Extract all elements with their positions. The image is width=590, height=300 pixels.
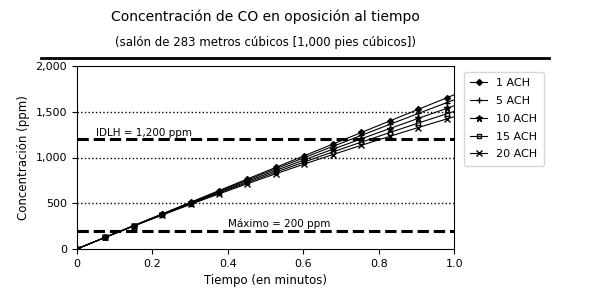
20 ACH xyxy=(418,124,425,128)
5 ACH xyxy=(88,241,96,244)
1 ACH xyxy=(96,238,103,242)
10 ACH xyxy=(451,104,458,107)
Text: (salón de 283 metros cúbicos [1,000 pies cúbicos]): (salón de 283 metros cúbicos [1,000 pies… xyxy=(115,36,416,49)
Line: 5 ACH: 5 ACH xyxy=(73,96,458,253)
20 ACH xyxy=(173,208,181,211)
10 ACH xyxy=(143,219,150,222)
Text: Máximo = 200 ppm: Máximo = 200 ppm xyxy=(228,219,330,230)
10 ACH xyxy=(418,115,425,119)
15 ACH xyxy=(451,110,458,113)
15 ACH xyxy=(73,247,80,251)
5 ACH xyxy=(96,238,103,242)
20 ACH xyxy=(88,241,96,244)
20 ACH xyxy=(96,238,103,242)
15 ACH xyxy=(88,241,96,244)
Line: 20 ACH: 20 ACH xyxy=(73,113,458,253)
15 ACH xyxy=(96,238,103,242)
Line: 1 ACH: 1 ACH xyxy=(74,93,457,251)
5 ACH xyxy=(173,206,181,210)
15 ACH xyxy=(173,207,181,211)
10 ACH xyxy=(432,111,439,114)
10 ACH xyxy=(96,238,103,242)
Text: Concentración de CO en oposición al tiempo: Concentración de CO en oposición al tiem… xyxy=(111,9,420,23)
1 ACH xyxy=(173,206,181,209)
1 ACH xyxy=(73,247,80,251)
10 ACH xyxy=(88,241,96,244)
20 ACH xyxy=(143,219,150,223)
5 ACH xyxy=(73,247,80,251)
20 ACH xyxy=(451,115,458,119)
15 ACH xyxy=(418,120,425,124)
15 ACH xyxy=(432,116,439,119)
20 ACH xyxy=(432,121,439,124)
X-axis label: Tiempo (en minutos): Tiempo (en minutos) xyxy=(204,274,327,287)
5 ACH xyxy=(451,98,458,102)
20 ACH xyxy=(73,247,80,251)
1 ACH xyxy=(143,218,150,222)
Line: 15 ACH: 15 ACH xyxy=(74,109,457,251)
Legend: 1 ACH, 5 ACH, 10 ACH, 15 ACH, 20 ACH: 1 ACH, 5 ACH, 10 ACH, 15 ACH, 20 ACH xyxy=(464,72,543,166)
5 ACH xyxy=(418,110,425,114)
5 ACH xyxy=(143,218,150,222)
1 ACH xyxy=(88,241,96,244)
Text: IDLH = 1,200 ppm: IDLH = 1,200 ppm xyxy=(96,128,192,138)
10 ACH xyxy=(173,207,181,210)
1 ACH xyxy=(418,106,425,110)
15 ACH xyxy=(143,219,150,223)
Y-axis label: Concentración (ppm): Concentración (ppm) xyxy=(17,95,30,220)
1 ACH xyxy=(432,100,439,104)
10 ACH xyxy=(73,247,80,251)
1 ACH xyxy=(451,93,458,97)
5 ACH xyxy=(432,105,439,109)
Line: 10 ACH: 10 ACH xyxy=(73,102,458,253)
